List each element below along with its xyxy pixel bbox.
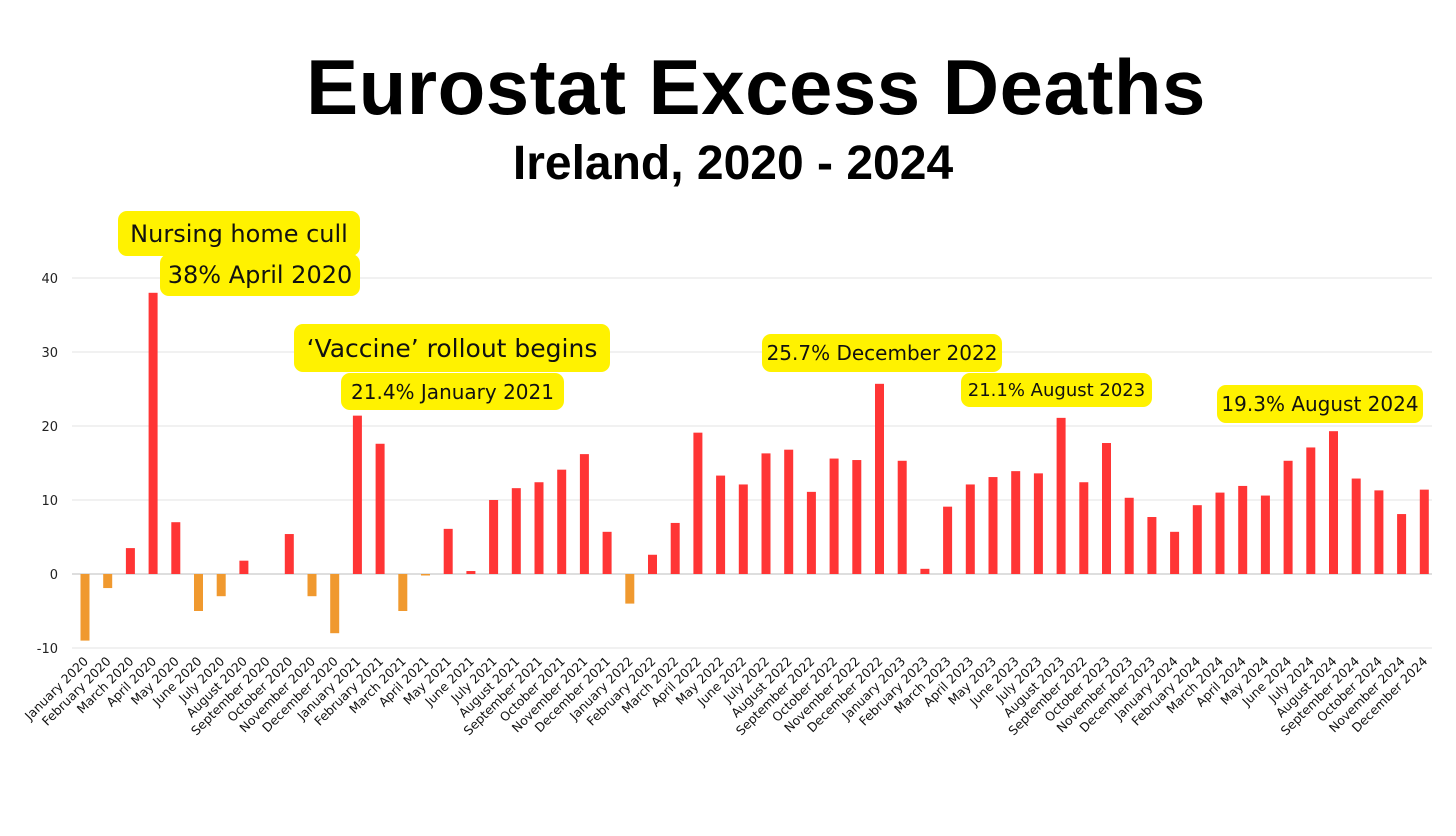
bar [1283, 460, 1293, 574]
y-axis-ticks: 40 30 20 10 0 -10 [37, 272, 58, 657]
bar [194, 574, 203, 611]
y-tick-label: 40 [41, 272, 58, 287]
bar [761, 453, 771, 574]
y-tick-label: 0 [50, 568, 58, 583]
bar [602, 531, 612, 574]
bar [80, 574, 90, 641]
bar [897, 460, 907, 574]
bar [148, 292, 158, 574]
bar [421, 574, 430, 576]
bar [352, 415, 362, 574]
bar [738, 484, 748, 574]
bar [1351, 478, 1361, 574]
bar [1397, 514, 1407, 574]
bar [1260, 495, 1270, 574]
callout-april-2020: 38% April 2020 [160, 254, 360, 296]
callout-nursing-home: Nursing home cull [118, 211, 360, 256]
chart-subtitle: Ireland, 2020 - 2024 [512, 137, 954, 190]
bar [1238, 485, 1248, 574]
bar [579, 454, 589, 574]
callout-vaccine-rollout: ‘Vaccine’ rollout begins [294, 324, 610, 372]
y-tick-label: 20 [41, 420, 58, 435]
bar [806, 491, 816, 574]
bar [716, 475, 726, 574]
bar [307, 574, 317, 597]
bar [375, 443, 385, 574]
bar [171, 522, 181, 574]
gridlines [72, 277, 1432, 649]
bar [784, 449, 794, 574]
bar [875, 383, 884, 574]
bar [511, 488, 521, 574]
bar [1147, 517, 1157, 574]
bar [489, 500, 499, 574]
bar [1079, 482, 1089, 574]
bar [125, 548, 135, 574]
bar [625, 574, 635, 604]
bar [466, 571, 476, 574]
bar [693, 432, 703, 574]
bars [80, 292, 1429, 641]
bar [988, 477, 998, 574]
bar [1329, 431, 1338, 574]
bar [1124, 497, 1134, 574]
bar [920, 568, 930, 574]
bar [1215, 492, 1225, 574]
bar [1170, 531, 1180, 574]
callout-august-2023: 21.1% August 2023 [961, 373, 1152, 407]
bar [216, 574, 226, 597]
y-tick-label: 10 [41, 494, 58, 509]
bar [284, 534, 294, 574]
bar [1192, 505, 1202, 574]
bar [1306, 447, 1316, 574]
callout-december-2022: 25.7% December 2022 [762, 334, 1002, 372]
bar [852, 460, 862, 574]
bar [534, 482, 544, 574]
bar [239, 560, 249, 574]
y-tick-label: 30 [41, 346, 58, 361]
bar [1056, 417, 1066, 574]
bar [965, 484, 975, 574]
bar [103, 574, 113, 589]
bar [1374, 490, 1384, 574]
bar [1419, 489, 1429, 574]
bar [398, 574, 408, 611]
bar [557, 469, 567, 574]
bar [829, 458, 839, 574]
bar [670, 522, 680, 574]
callout-august-2024: 19.3% August 2024 [1217, 385, 1423, 423]
bar [1102, 443, 1111, 574]
bar [1011, 471, 1021, 574]
bar [443, 528, 453, 574]
bar [1033, 473, 1043, 574]
bar [330, 574, 340, 634]
callout-january-2021: 21.4% January 2021 [341, 373, 564, 410]
chart-title: Eurostat Excess Deaths [306, 43, 1206, 131]
bar [943, 506, 953, 574]
bar [648, 554, 657, 574]
y-tick-label: -10 [37, 642, 58, 657]
